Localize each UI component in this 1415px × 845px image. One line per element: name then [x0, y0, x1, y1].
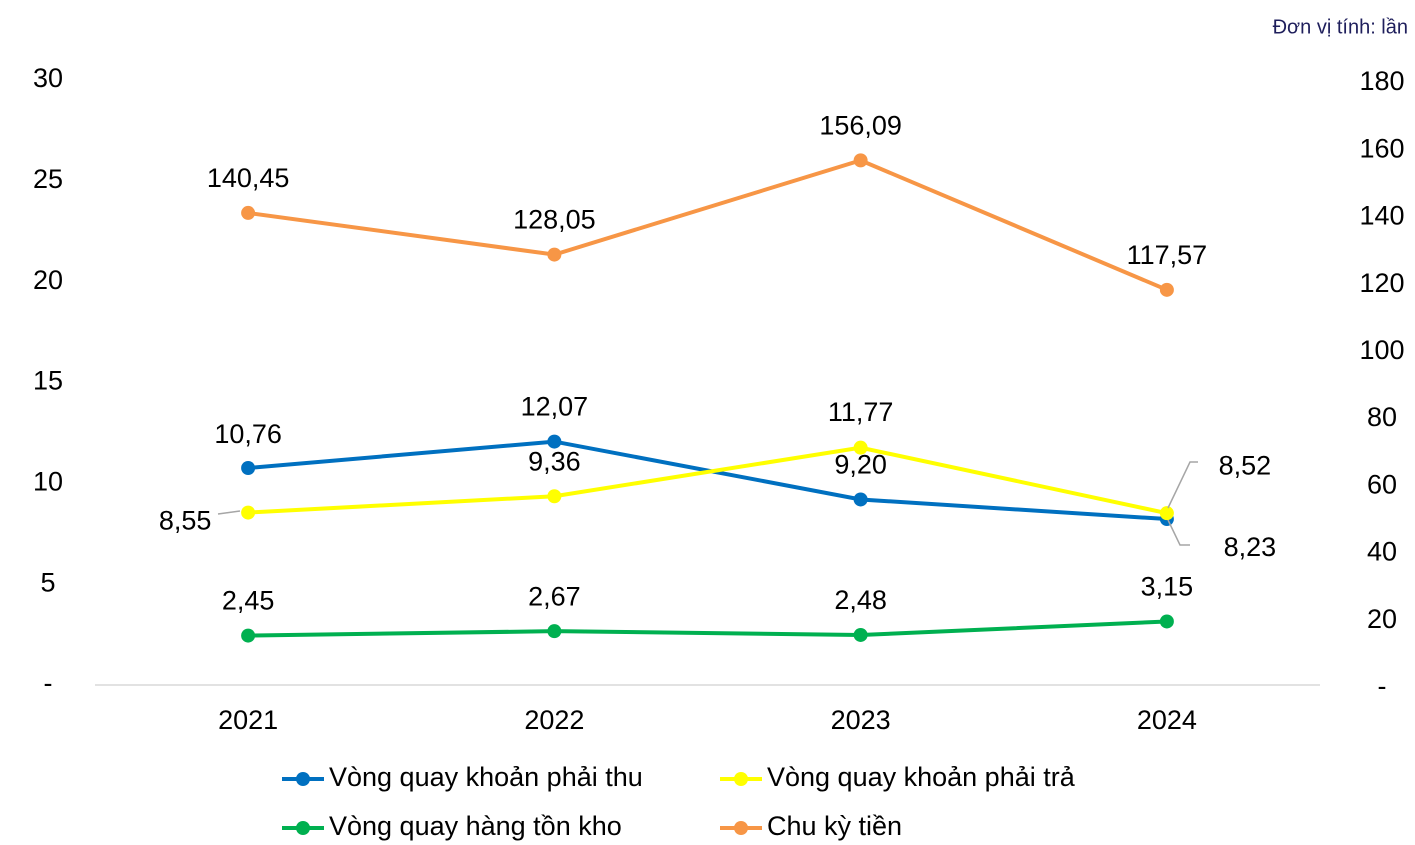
point: [547, 489, 562, 504]
y2-tick-label: 80: [1367, 402, 1397, 432]
point: [547, 247, 562, 262]
point: [547, 624, 562, 639]
point: [241, 205, 256, 220]
y-tick-label: 10: [33, 466, 63, 496]
y2-tick-label: 120: [1359, 268, 1404, 298]
point: [853, 440, 868, 455]
point: [853, 627, 868, 642]
y2-tick-label: 180: [1359, 66, 1404, 96]
y2-tick-label: 100: [1359, 335, 1404, 365]
legend-label: Vòng quay khoản phải thu: [329, 762, 643, 792]
point: [241, 505, 256, 520]
data-label: 2,48: [834, 585, 887, 615]
data-label: 3,15: [1141, 572, 1194, 602]
y2-tick-label: 20: [1367, 604, 1397, 634]
x-tick-label: 2023: [831, 705, 891, 735]
data-label: 10,76: [214, 419, 282, 449]
y2-tick-label: -: [1378, 671, 1387, 701]
legend-label: Vòng quay khoản phải trả: [767, 762, 1076, 792]
x-tick-label: 2022: [524, 705, 584, 735]
point: [1159, 614, 1174, 629]
data-label: 128,05: [513, 205, 596, 235]
point: [241, 628, 256, 643]
data-label: 2,67: [528, 581, 581, 611]
leader-line: [1167, 461, 1198, 509]
point: [1159, 282, 1174, 297]
legend-marker: [734, 821, 748, 835]
point: [241, 461, 256, 476]
y-tick-label: 25: [33, 164, 63, 194]
x-tick-label: 2024: [1137, 705, 1197, 735]
legend-marker: [734, 772, 748, 786]
x-tick-label: 2021: [218, 705, 278, 735]
y-tick-label: 20: [33, 265, 63, 295]
y2-tick-label: 60: [1367, 469, 1397, 499]
legend-label: Chu kỳ tiền: [767, 811, 902, 841]
data-label: 12,07: [521, 392, 589, 422]
data-label: 8,52: [1219, 450, 1272, 480]
y-tick-label: 30: [33, 63, 63, 93]
data-label: 2,45: [222, 586, 275, 616]
data-label: 11,77: [828, 397, 894, 427]
series-line: [248, 619, 1167, 638]
point: [853, 153, 868, 168]
legend-label: Vòng quay hàng tồn kho: [329, 811, 622, 841]
y-tick-label: 15: [33, 366, 63, 396]
point: [1159, 506, 1174, 521]
data-label: 140,45: [207, 163, 290, 193]
y2-tick-label: 140: [1359, 201, 1404, 231]
legend-marker: [296, 772, 310, 786]
legend-marker: [296, 821, 310, 835]
data-label: 8,55: [159, 506, 212, 536]
data-label: 156,09: [819, 110, 902, 140]
y2-tick-label: 40: [1367, 537, 1397, 567]
leader-line: [217, 510, 241, 515]
point: [547, 434, 562, 449]
leader-line: [1167, 519, 1190, 546]
series-line: [248, 445, 1168, 516]
data-label: 117,57: [1127, 240, 1208, 270]
series-line: [247, 439, 1168, 522]
series-line: [247, 158, 1168, 292]
point: [853, 492, 868, 507]
unit-note: Đơn vị tính: lần: [1273, 16, 1408, 38]
data-label: 8,23: [1224, 532, 1277, 562]
y-tick-label: -: [44, 668, 53, 698]
y-tick-label: 5: [40, 567, 55, 597]
data-label: 9,36: [528, 446, 581, 476]
y2-tick-label: 160: [1359, 133, 1404, 163]
